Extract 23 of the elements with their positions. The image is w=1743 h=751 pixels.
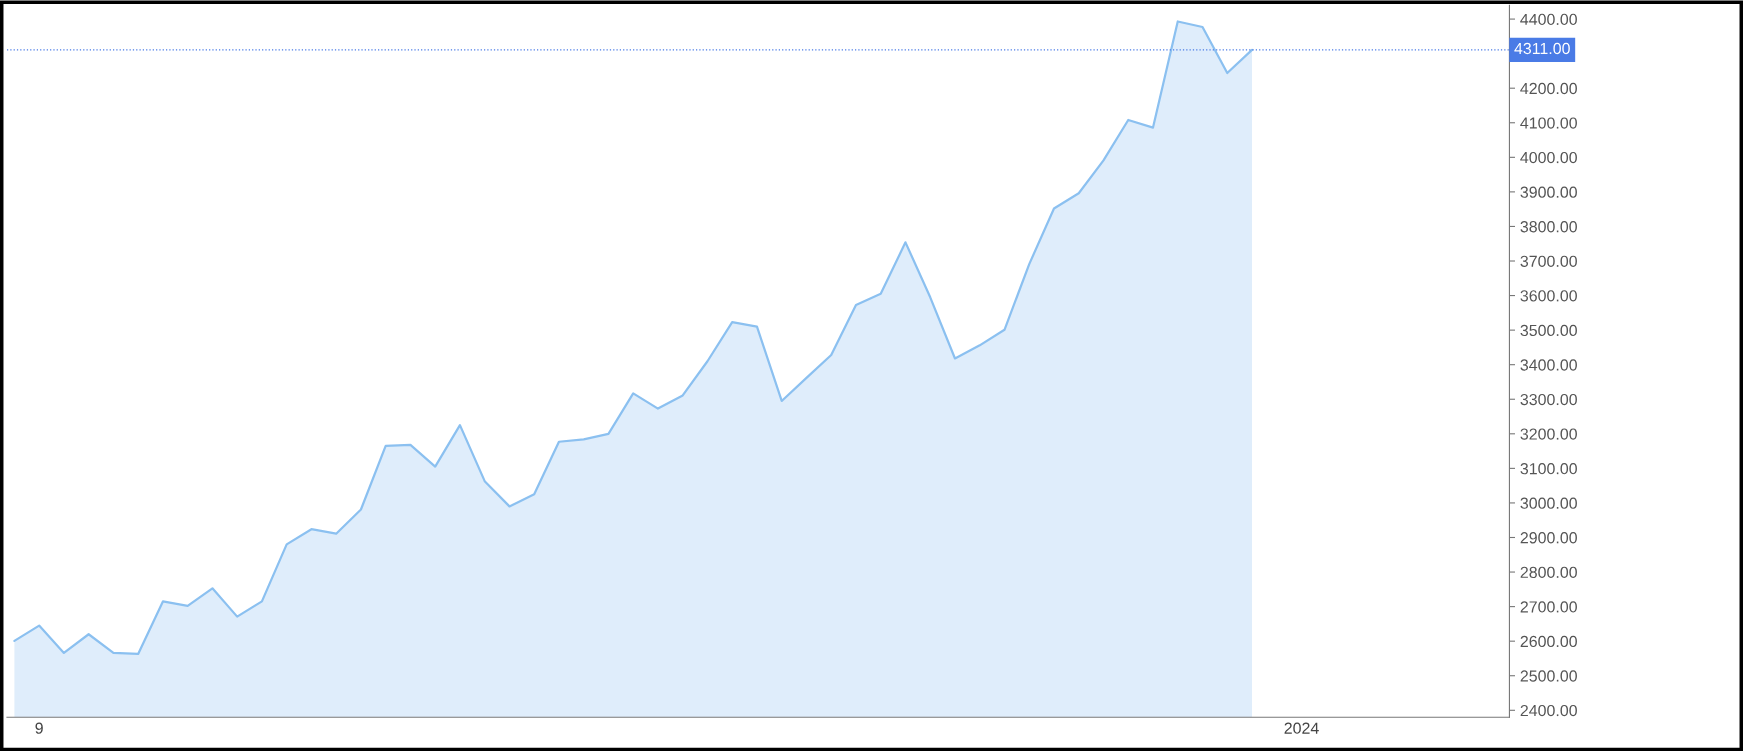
y-tick-label: 3300.00: [1520, 393, 1577, 406]
x-tick-label: 2024: [1284, 722, 1319, 734]
y-tick-label: 2800.00: [1520, 566, 1577, 578]
ref-line-label: 4311.00: [1514, 42, 1570, 55]
y-tick-label: 3200.00: [1520, 428, 1577, 440]
y-tick-label: 3500.00: [1520, 324, 1577, 337]
y-tick-label: 2500.00: [1520, 670, 1577, 682]
x-tick-label: 9: [35, 722, 43, 734]
y-tick-label: 2700.00: [1520, 601, 1577, 613]
y-tick-label: 4000.00: [1520, 151, 1577, 164]
y-tick-label: 2900.00: [1520, 532, 1577, 544]
y-tick-label: 3400.00: [1520, 359, 1577, 371]
y-tick-label: 3800.00: [1520, 221, 1577, 233]
y-tick-label: 4400.00: [1520, 13, 1577, 26]
y-tick-label: 3100.00: [1520, 463, 1577, 475]
y-tick-label: 3900.00: [1520, 186, 1577, 198]
y-tick-label: 3000.00: [1520, 497, 1577, 509]
y-tick-label: 4200.00: [1520, 82, 1577, 95]
y-tick-label: 3700.00: [1520, 255, 1577, 267]
y-tick-label: 2600.00: [1520, 635, 1577, 648]
y-tick-label: 2400.00: [1520, 704, 1577, 717]
y-tick-label: 3600.00: [1520, 290, 1577, 302]
y-tick-label: 4100.00: [1520, 117, 1577, 129]
